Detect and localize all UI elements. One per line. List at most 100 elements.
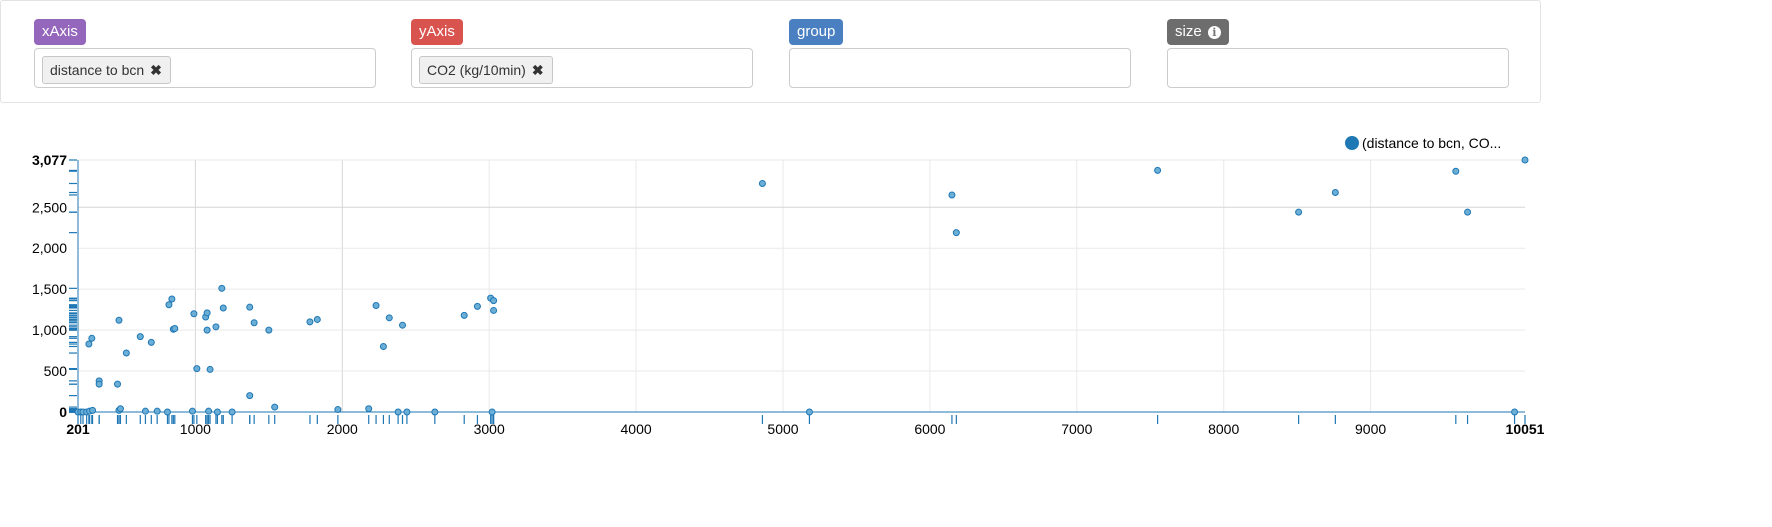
- x-tick-label: 2000: [327, 421, 358, 437]
- data-point: [116, 405, 124, 413]
- data-point: [758, 180, 766, 188]
- x-tick-label: 6000: [914, 421, 945, 437]
- data-point: [212, 323, 220, 331]
- x-axis-badge: xAxis: [34, 19, 86, 45]
- data-point: [1331, 189, 1339, 197]
- data-point: [488, 408, 496, 416]
- legend[interactable]: (distance to bcn, CO...: [1345, 135, 1501, 151]
- y-axis-slot: yAxis CO2 (kg/10min) ✖: [411, 19, 753, 88]
- data-point: [114, 380, 122, 388]
- data-point: [460, 311, 468, 319]
- data-point: [165, 301, 173, 309]
- y-axis-chip[interactable]: CO2 (kg/10min) ✖: [419, 56, 553, 84]
- size-badge-label: size: [1175, 23, 1202, 40]
- scatter-chart: 0 500 1,000 1,500 2,000 2,500 3,077 201 1000 2000…: [32, 135, 1545, 437]
- y-tick-label: 1,000: [32, 322, 67, 338]
- data-point: [188, 407, 196, 415]
- size-slot: size i: [1167, 19, 1509, 88]
- x-tick-label: 3000: [474, 421, 505, 437]
- data-point: [147, 338, 155, 346]
- data-point: [246, 392, 254, 400]
- y-axis-remove-icon[interactable]: ✖: [531, 62, 544, 78]
- data-point: [490, 297, 498, 305]
- data-point: [1521, 156, 1529, 164]
- data-point: [206, 365, 214, 373]
- size-badge: size i: [1167, 19, 1229, 45]
- y-tick-label: 2,500: [32, 199, 67, 215]
- data-point: [219, 304, 227, 312]
- y-axis-field[interactable]: CO2 (kg/10min) ✖: [411, 48, 753, 88]
- data-point: [805, 408, 813, 416]
- x-axis-chip-label: distance to bcn: [50, 62, 145, 78]
- data-point: [122, 349, 130, 357]
- rug-ticks: [69, 159, 1526, 424]
- y-tick-label: 1,500: [32, 281, 67, 297]
- data-point: [403, 408, 411, 416]
- data-point: [88, 334, 96, 342]
- x-axis-chip[interactable]: distance to bcn ✖: [42, 56, 171, 84]
- size-field[interactable]: [1167, 48, 1509, 88]
- x-max-label: 10051: [1506, 421, 1545, 437]
- axes: 0 500 1,000 1,500 2,000 2,500 3,077 201 1000 2000…: [32, 152, 1545, 437]
- data-point: [1511, 408, 1519, 416]
- x-axis-remove-icon[interactable]: ✖: [150, 62, 162, 78]
- x-tick-label: 7000: [1061, 421, 1092, 437]
- data-point: [246, 303, 254, 311]
- data-point: [203, 326, 211, 334]
- data-point: [193, 365, 201, 373]
- data-point: [1154, 166, 1162, 174]
- x-tick-label: 8000: [1208, 421, 1239, 437]
- data-point: [490, 306, 498, 314]
- data-point: [203, 309, 211, 317]
- y-max-label: 3,077: [32, 152, 67, 168]
- axis-config-panel: xAxis distance to bcn ✖ yAxis CO2 (kg/10m…: [0, 0, 1541, 103]
- grid-lines: [78, 159, 1525, 412]
- data-point: [168, 295, 176, 303]
- data-point: [379, 342, 387, 350]
- data-point: [365, 405, 373, 413]
- x-axis-field[interactable]: distance to bcn ✖: [34, 48, 376, 88]
- y-tick-label: 500: [44, 363, 68, 379]
- data-point: [399, 321, 407, 329]
- group-field[interactable]: [789, 48, 1131, 88]
- data-point: [271, 403, 279, 411]
- data-point: [372, 302, 380, 310]
- group-slot: group: [789, 19, 1131, 88]
- data-point: [473, 302, 481, 310]
- data-point: [85, 340, 93, 348]
- data-point: [313, 315, 321, 323]
- data-point: [171, 324, 179, 332]
- legend-marker: [1345, 136, 1359, 150]
- data-point: [948, 191, 956, 199]
- data-point: [218, 284, 226, 292]
- x-tick-label: 9000: [1355, 421, 1386, 437]
- data-point: [1464, 208, 1472, 216]
- y-tick-label: 2,000: [32, 240, 67, 256]
- x-min-label: 201: [66, 421, 90, 437]
- y-tick-label: 0: [59, 404, 67, 420]
- x-tick-label: 5000: [767, 421, 798, 437]
- data-point: [394, 408, 402, 416]
- x-tick-label: 1000: [180, 421, 211, 437]
- group-badge: group: [789, 19, 844, 45]
- data-point: [163, 408, 171, 416]
- data-point: [385, 314, 393, 322]
- data-point: [153, 407, 161, 415]
- data-point: [250, 319, 258, 327]
- legend-label: (distance to bcn, CO...: [1362, 135, 1501, 151]
- data-point: [265, 326, 273, 334]
- data-point: [334, 406, 342, 414]
- data-point: [1295, 208, 1303, 216]
- info-circle-icon[interactable]: i: [1207, 26, 1221, 39]
- y-axis-badge: yAxis: [411, 19, 463, 45]
- data-point: [228, 408, 236, 416]
- data-point: [952, 229, 960, 237]
- data-point: [95, 380, 103, 388]
- data-point: [213, 408, 221, 416]
- data-point: [141, 407, 149, 415]
- data-points: [74, 156, 1529, 416]
- data-point: [205, 407, 213, 415]
- data-point: [1452, 167, 1460, 175]
- x-tick-label: 4000: [621, 421, 652, 437]
- data-point: [136, 333, 144, 341]
